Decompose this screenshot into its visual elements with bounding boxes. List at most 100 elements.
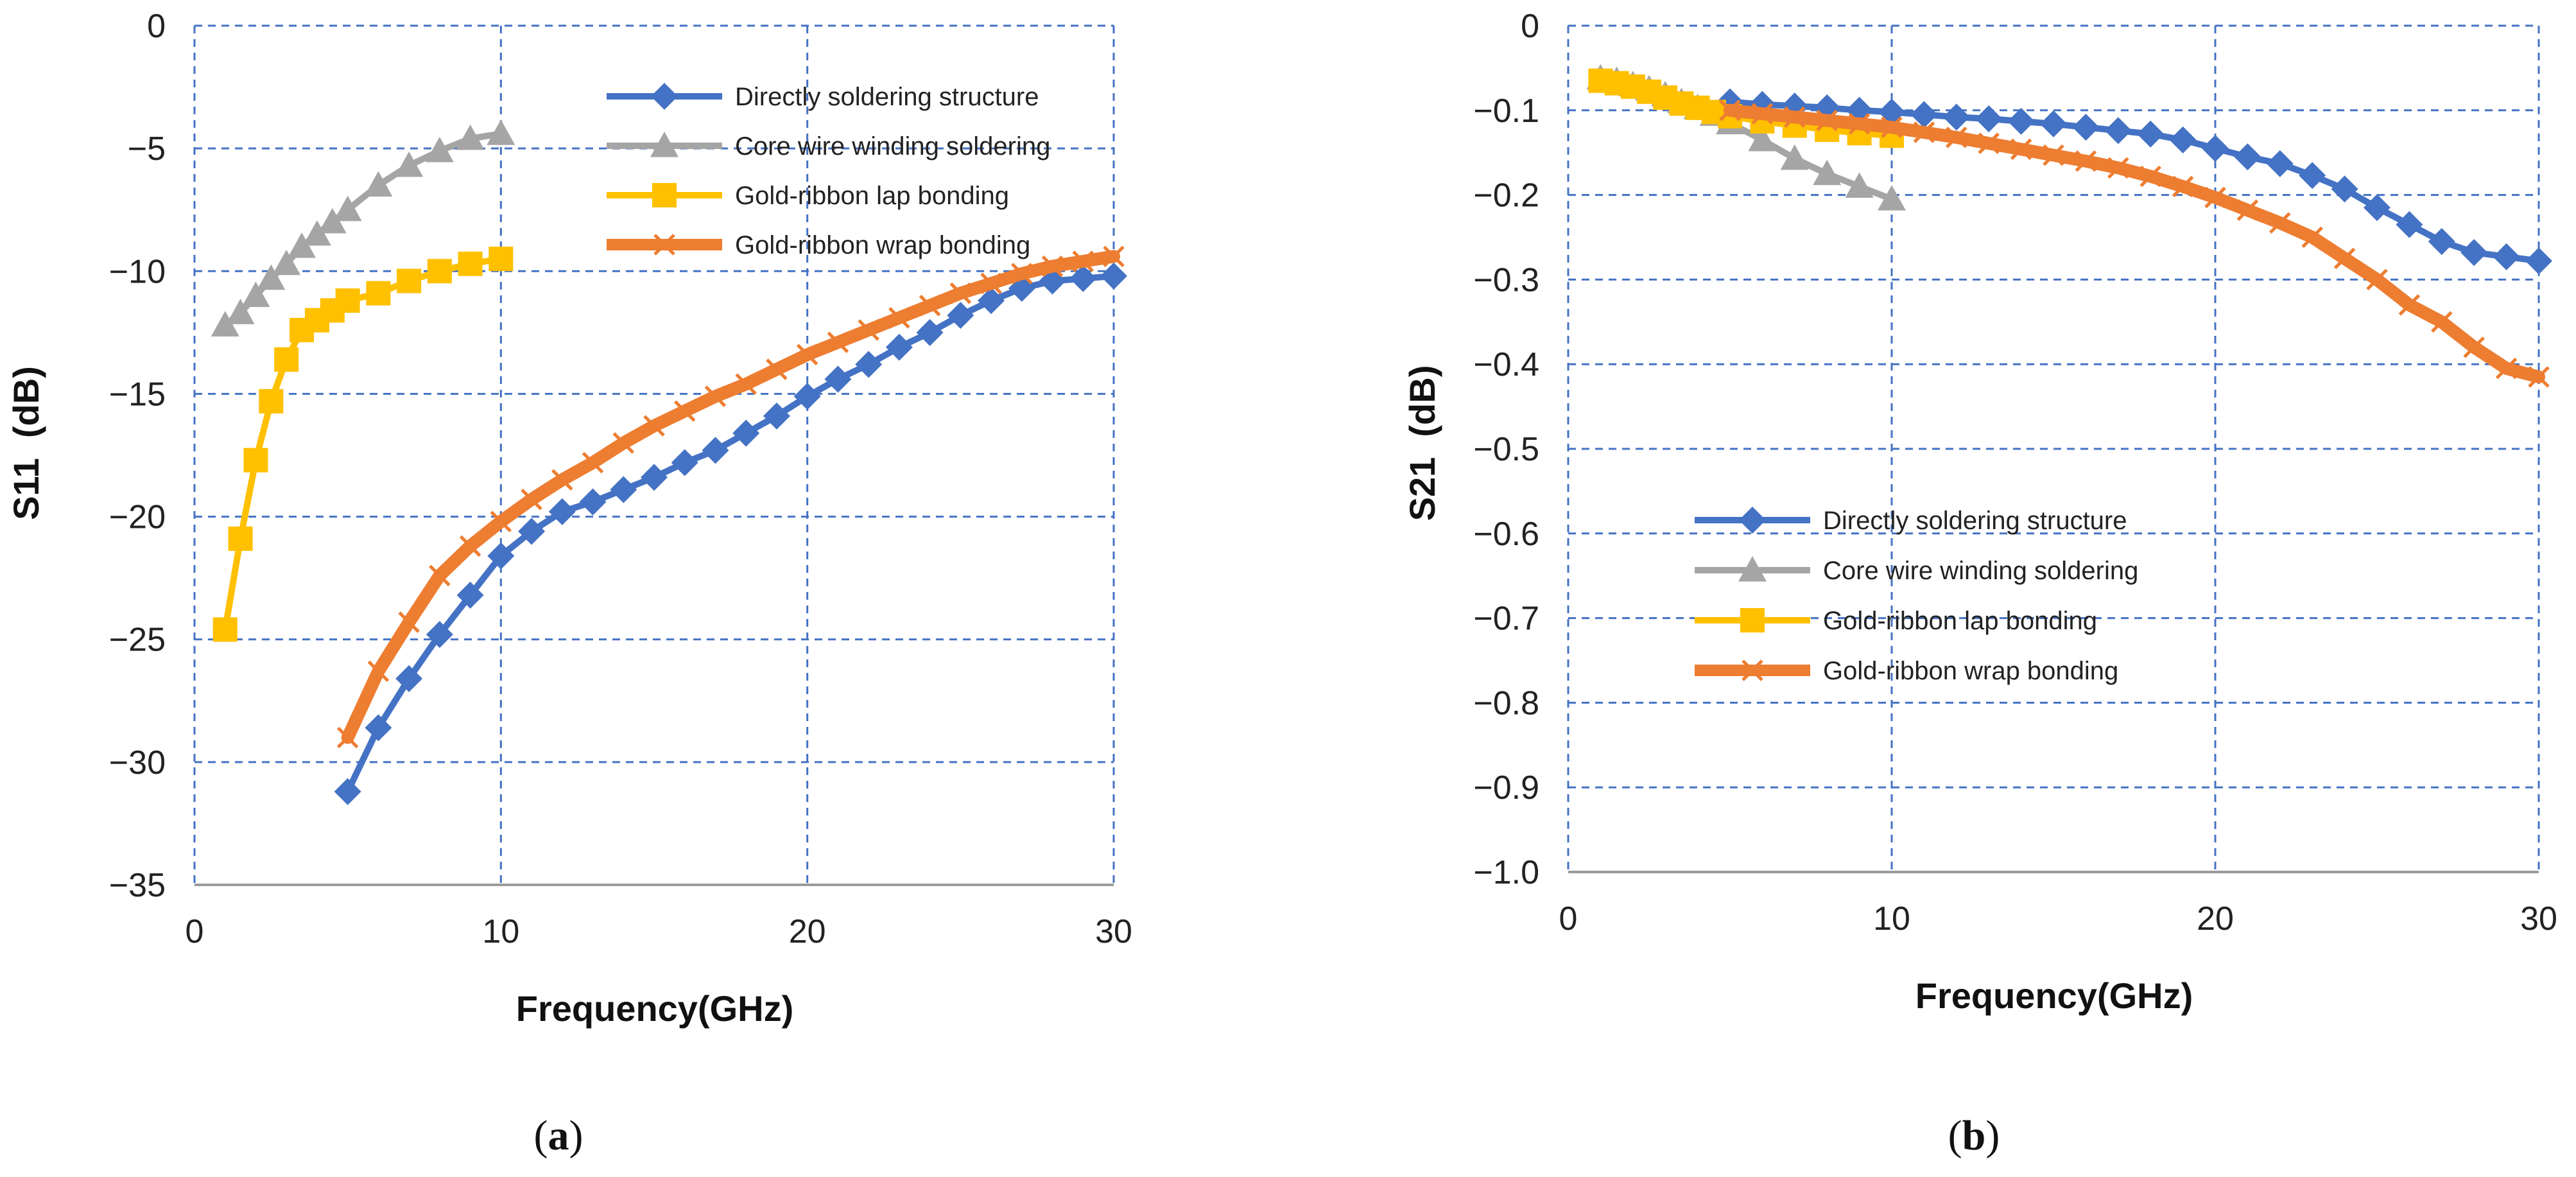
series-1-point-9 [1748, 125, 1777, 152]
series-0-point-18 [2299, 162, 2326, 189]
series-0-point-25 [1100, 262, 1127, 290]
series-0-point-15 [793, 383, 821, 410]
x-tick-label: 10 [1873, 900, 1910, 937]
series-3-point-2 [398, 611, 420, 633]
series-3-point-18 [2301, 226, 2323, 248]
series-3-point-8 [1978, 132, 2000, 154]
series-0-point-13 [2137, 120, 2165, 148]
series-0-point-1 [365, 714, 392, 742]
y-tick-label: −0.4 [1473, 346, 1539, 383]
y-tick-label: −5 [128, 130, 166, 168]
series-3-point-3 [429, 564, 451, 587]
series-3-point-22 [1011, 263, 1033, 284]
series-1 [211, 119, 515, 336]
series-3-point-4 [1848, 113, 1871, 135]
series-0-point-11 [671, 449, 698, 476]
series-1-point-13 [487, 119, 515, 145]
series-0-point-12 [702, 437, 729, 464]
series-0-point-10 [2040, 110, 2067, 137]
caption-b-label: b [1962, 1112, 1986, 1159]
series-0-point-0 [334, 778, 361, 805]
x-tick-label: 30 [2520, 900, 2557, 937]
series-1-point-5 [288, 232, 316, 258]
series-0-point-6 [1910, 101, 1938, 128]
series-3-point-10 [643, 415, 665, 437]
series-3-point-7 [551, 469, 573, 491]
legend-label: Gold-ribbon lap bonding [735, 182, 1009, 210]
series-3-point-22 [2431, 311, 2453, 333]
series-0-point-20 [947, 302, 974, 329]
series-0-point-7 [1942, 103, 1970, 131]
series-3-point-14 [2172, 175, 2194, 198]
x-tick-label: 30 [1095, 913, 1132, 950]
series-1-point-11 [1813, 159, 1842, 186]
y-tick-label: 0 [1521, 8, 1539, 45]
y-tick-label: −25 [109, 622, 166, 659]
legend-entry: Core wire winding soldering [1695, 556, 2138, 585]
series-1-point-10 [395, 151, 424, 177]
series-3-point-13 [735, 373, 757, 395]
x-axis-title: Frequency(GHz) [516, 988, 794, 1029]
series-0-point-22 [2428, 228, 2455, 256]
series-0-point-9 [610, 476, 637, 503]
series-0-point-16 [2234, 143, 2261, 171]
series-0-point-6 [518, 518, 546, 545]
series-3-point-20 [949, 282, 972, 304]
series-3-point-19 [919, 295, 941, 317]
series-3-point-15 [796, 344, 818, 366]
series-0-point-14 [2169, 126, 2197, 153]
y-tick-label: −0.8 [1473, 684, 1539, 722]
y-axis-title: S11 (dB) [6, 366, 46, 520]
series-2-point-9 [366, 281, 391, 306]
legend-label: Gold-ribbon lap bonding [1823, 607, 2097, 635]
series-legend-point-3 [1742, 659, 1763, 681]
y-tick-label: −0.9 [1473, 769, 1539, 806]
series-0-point-25 [2525, 247, 2552, 275]
series-2-point-11 [427, 259, 452, 284]
series-legend-point-0 [1739, 507, 1766, 534]
series-line [344, 272, 1117, 795]
series-3-point-20 [2366, 268, 2388, 291]
y-tick-label: −15 [109, 376, 166, 413]
series-1-point-4 [272, 249, 301, 275]
series-3-point-9 [612, 432, 635, 454]
x-tick-label: 0 [186, 913, 204, 950]
series-0-point-4 [456, 581, 484, 609]
series-3-point-2 [1784, 106, 1806, 128]
series-1-point-12 [1845, 172, 1874, 198]
series-0-point-8 [1975, 105, 2003, 132]
series-line [1724, 103, 2545, 383]
series-3-point-6 [1913, 121, 1935, 143]
series-3-point-15 [2204, 186, 2226, 209]
series-0 [334, 262, 1127, 805]
series-3-point-16 [2236, 199, 2259, 222]
series-3-point-6 [521, 489, 542, 510]
legend-entry: Gold-ribbon wrap bonding [607, 231, 1030, 259]
series-0-point-18 [885, 333, 913, 361]
series-0-point-17 [2266, 150, 2294, 177]
series-3-point-0 [1719, 100, 1741, 121]
series-legend-point-2 [1740, 608, 1765, 632]
series-0-point-21 [2396, 211, 2423, 238]
series-3-point-10 [2043, 144, 2064, 166]
caption-a-label: a [548, 1112, 569, 1159]
series-line [341, 250, 1120, 744]
y-tick-label: −0.3 [1473, 261, 1539, 299]
x-tick-label: 0 [1559, 900, 1578, 937]
series-2-point-2 [243, 448, 268, 473]
series-1-point-7 [318, 207, 347, 234]
series-legend-point-1 [650, 132, 679, 157]
series-0-point-7 [548, 498, 576, 525]
series-3-point-1 [367, 660, 390, 683]
series-0-point-13 [732, 419, 760, 447]
y-tick-label: −0.1 [1473, 92, 1539, 130]
series-3 [1719, 100, 2550, 388]
series-line [221, 256, 505, 633]
series-3-point-18 [888, 307, 910, 329]
series-1-point-13 [1878, 185, 1906, 211]
series-1-point-1 [226, 299, 255, 324]
legend: Directly soldering structure Core wire wi… [1695, 507, 2138, 685]
y-tick-label: −0.7 [1473, 600, 1539, 638]
series-3-point-14 [766, 358, 788, 380]
